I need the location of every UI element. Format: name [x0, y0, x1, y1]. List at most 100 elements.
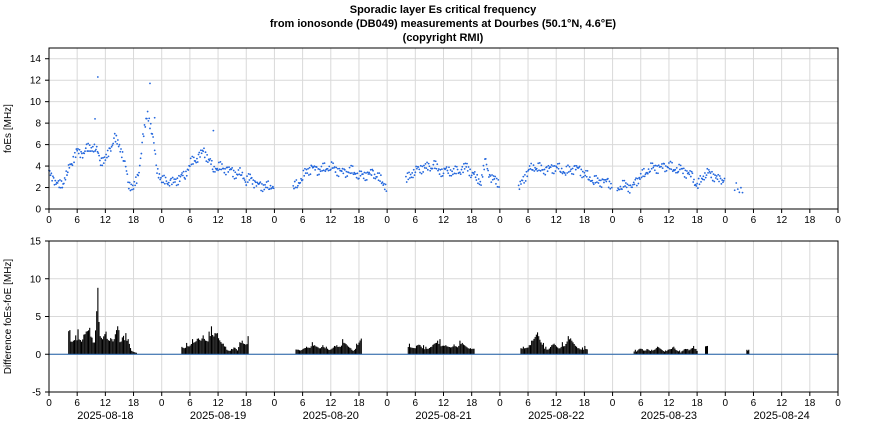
top-x-tick-label: 18: [466, 215, 478, 226]
foes-point: [185, 174, 188, 177]
foes-point: [592, 183, 595, 186]
foes-point: [120, 156, 123, 159]
foes-point: [691, 172, 694, 175]
foes-point: [442, 172, 445, 175]
foes-point: [450, 174, 453, 177]
foes-point: [267, 180, 270, 183]
foes-point: [128, 181, 131, 184]
foes-point: [255, 185, 258, 187]
foes-point: [610, 182, 612, 185]
foes-point: [199, 156, 201, 158]
foes-point: [114, 140, 117, 143]
foes-point: [617, 187, 619, 190]
foes-point: [50, 172, 53, 175]
foes-point: [230, 168, 233, 171]
foes-point: [76, 149, 79, 152]
foes-point: [694, 183, 697, 186]
foes-point: [271, 185, 274, 188]
foes-point: [697, 177, 700, 180]
foes-point: [374, 177, 377, 180]
foes-point: [407, 178, 410, 181]
foes-point: [101, 164, 104, 167]
foes-point: [309, 173, 312, 176]
foes-point: [203, 147, 205, 150]
bottom-x-tick-label: 6: [751, 398, 757, 409]
foes-point: [627, 190, 630, 193]
foes-scatter-chart: 0 6 12 18 0 6 12 18 0 6 12 18 0 6 12 18 0 6 12 18 0 6 12 18 0 6 12…: [3, 47, 841, 226]
foes-point: [455, 172, 457, 175]
foes-point: [177, 183, 180, 186]
foes-point: [667, 166, 670, 169]
top-x-tick-label: 0: [610, 215, 616, 226]
foes-point: [521, 179, 524, 182]
foes-point: [444, 167, 447, 170]
foes-point: [618, 188, 621, 191]
foes-point: [311, 165, 313, 168]
foes-point: [473, 173, 475, 175]
foes-point: [552, 165, 554, 167]
foes-point: [432, 163, 435, 166]
foes-point: [520, 183, 522, 185]
foes-point: [144, 126, 147, 128]
foes-point: [653, 164, 655, 167]
foes-point: [565, 165, 568, 168]
foes-point: [592, 181, 594, 184]
foes-point: [475, 179, 478, 181]
foes-point: [597, 182, 600, 184]
foes-point: [364, 179, 367, 182]
foes-point: [211, 168, 214, 171]
foes-point: [198, 151, 201, 154]
foes-point: [305, 168, 308, 171]
foes-point: [446, 169, 449, 172]
foes-point: [581, 176, 583, 179]
bottom-x-tick-label: 18: [128, 398, 140, 409]
foes-point: [182, 170, 185, 173]
foes-point: [203, 156, 206, 159]
foes-point: [304, 167, 306, 170]
foes-point: [181, 174, 184, 177]
top-x-tick-label: 12: [213, 215, 225, 226]
foes-point: [469, 168, 472, 171]
foes-point: [210, 163, 212, 165]
foes-point: [415, 167, 418, 170]
foes-point: [326, 168, 329, 170]
foes-point: [174, 178, 177, 181]
foes-point: [333, 166, 336, 168]
foes-point: [486, 167, 489, 170]
top-x-tick-label: 6: [74, 215, 80, 226]
foes-point: [736, 188, 739, 191]
foes-point: [593, 175, 596, 177]
foes-point: [599, 185, 601, 188]
foes-point: [77, 152, 80, 155]
foes-point: [317, 168, 320, 170]
foes-point: [695, 185, 698, 187]
foes-point: [466, 162, 468, 165]
foes-point: [654, 164, 657, 167]
foes-point: [713, 180, 716, 183]
foes-point: [665, 169, 668, 172]
foes-point: [86, 150, 89, 152]
top-x-tick-label: 18: [692, 215, 704, 226]
foes-point: [684, 169, 687, 172]
foes-point: [260, 189, 263, 192]
foes-point: [561, 172, 564, 175]
foes-point: [556, 162, 559, 165]
foes-point: [449, 169, 452, 171]
foes-point: [464, 162, 467, 165]
foes-point: [353, 171, 356, 174]
foes-point: [62, 182, 65, 185]
foes-point: [693, 178, 695, 181]
foes-point: [599, 179, 602, 182]
foes-point: [596, 177, 599, 180]
foes-point: [54, 179, 57, 182]
foes-point: [466, 170, 469, 172]
foes-point: [710, 176, 713, 179]
foes-point: [545, 166, 548, 168]
foes-point: [558, 162, 561, 165]
foes-point: [692, 181, 695, 183]
foes-point: [423, 164, 425, 167]
top-x-tick-label: 6: [525, 215, 531, 226]
foes-point: [240, 174, 243, 176]
foes-point: [678, 168, 681, 171]
foes-point: [253, 186, 255, 189]
